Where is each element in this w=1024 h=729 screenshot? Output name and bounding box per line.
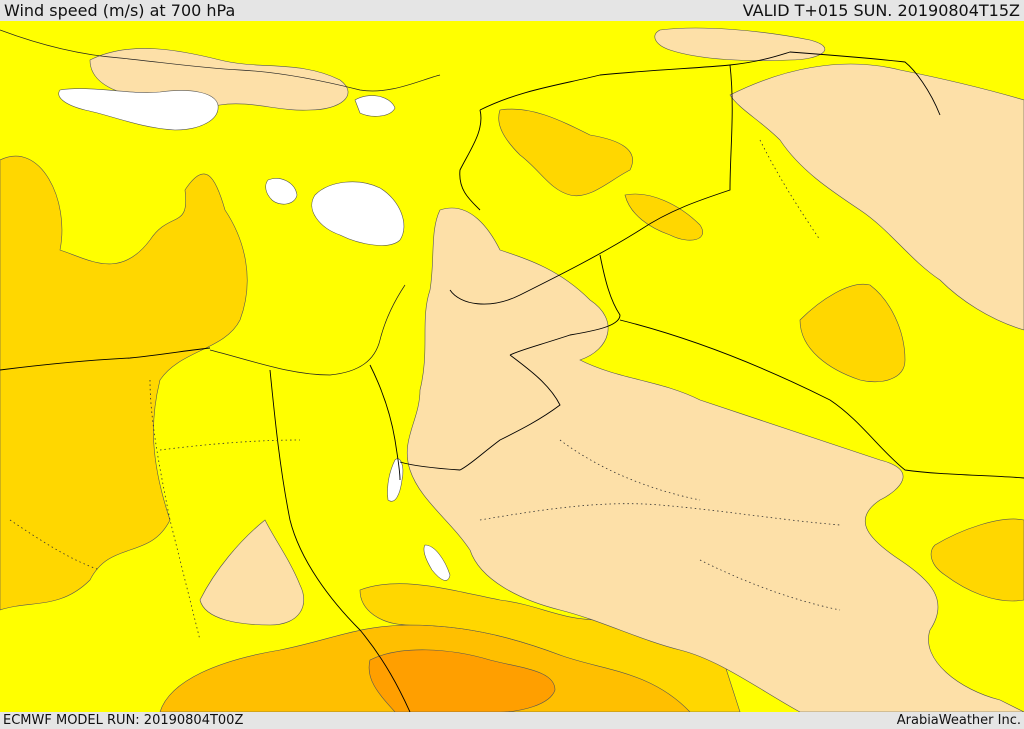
peach-region-east bbox=[729, 63, 1024, 331]
peach-region-northeast bbox=[654, 27, 825, 61]
model-run: ECMWF MODEL RUN: 20190804T00Z bbox=[3, 713, 244, 728]
credit-text: ArabiaWeather Inc. bbox=[896, 713, 1021, 728]
valid-time: VALID T+015 SUN. 20190804T15Z bbox=[742, 1, 1020, 20]
peach-region-sinai bbox=[199, 519, 305, 626]
wind-speed-map bbox=[0, 21, 1024, 712]
calm-area-cyprus-sea bbox=[311, 181, 405, 246]
coastlines bbox=[0, 29, 441, 376]
gold-patch-syria bbox=[498, 108, 633, 197]
map-title: Wind speed (m/s) at 700 hPa bbox=[4, 1, 236, 20]
calm-area-small-1 bbox=[265, 178, 298, 205]
calm-area-aegean bbox=[58, 88, 219, 131]
footer-bar: ECMWF MODEL RUN: 20190804T00Z ArabiaWeat… bbox=[0, 712, 1024, 729]
province-lines bbox=[9, 139, 841, 641]
header-bar: Wind speed (m/s) at 700 hPa VALID T+015 … bbox=[0, 0, 1024, 21]
gold-band-south bbox=[359, 583, 741, 712]
gold-patch-iraq bbox=[799, 283, 906, 383]
country-borders bbox=[0, 51, 1024, 712]
calm-area-red-sea bbox=[423, 544, 451, 581]
gold-region-west bbox=[0, 155, 248, 611]
calm-area-small-2 bbox=[354, 95, 396, 117]
gold-patch-east bbox=[930, 518, 1024, 602]
dark-orange-core bbox=[368, 649, 556, 712]
gold-patch-upper-syria bbox=[624, 193, 703, 241]
